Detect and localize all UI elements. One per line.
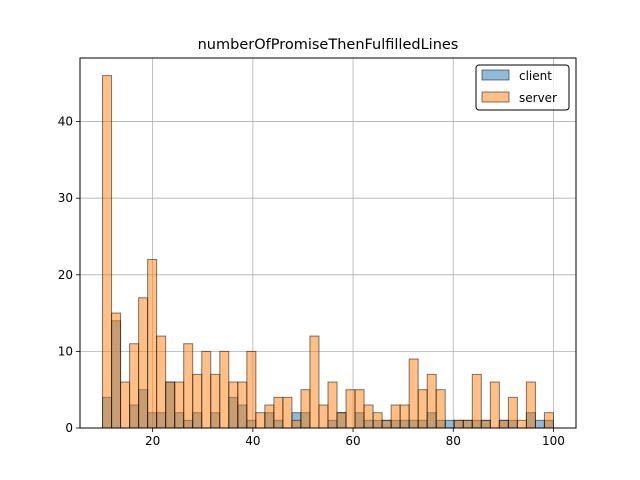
bar-server	[183, 343, 194, 429]
bar-server	[408, 358, 419, 429]
bar-server	[453, 419, 464, 429]
x-tick-label: 20	[145, 434, 160, 448]
x-tick-label: 100	[542, 434, 565, 448]
bar-server	[363, 404, 374, 429]
bar-server	[480, 419, 491, 429]
y-tick-label: 20	[58, 268, 73, 282]
bar-server	[525, 381, 536, 429]
bar-server	[516, 419, 527, 429]
legend-swatch-server	[481, 91, 510, 103]
bar-server	[354, 389, 365, 429]
bar-server	[111, 312, 122, 429]
bar-server	[282, 396, 293, 429]
bar-server	[291, 419, 302, 429]
bar-server	[219, 350, 230, 429]
bar-server	[390, 404, 401, 429]
bar-server	[489, 381, 500, 429]
bar-server	[264, 404, 275, 429]
y-tick-label: 40	[58, 115, 73, 129]
y-tick-label: 10	[58, 344, 73, 358]
legend-swatch-client	[481, 69, 510, 81]
x-tick-label: 60	[345, 434, 360, 448]
plot-frame	[79, 57, 577, 429]
bar-server	[336, 412, 347, 429]
bar-server	[345, 389, 356, 429]
bar-server	[507, 396, 518, 429]
x-tick-label: 40	[245, 434, 260, 448]
y-axis: 0 10 20 30 40	[58, 115, 80, 435]
bar-server	[210, 373, 221, 429]
bar-server	[138, 297, 149, 429]
legend: client server	[475, 64, 570, 111]
bar-server	[228, 381, 239, 429]
x-tick-label: 80	[446, 434, 461, 448]
bar-server	[381, 419, 392, 429]
bar-server	[372, 412, 383, 429]
bar-server	[318, 404, 329, 429]
bar-server	[237, 381, 248, 429]
bar-server	[273, 396, 284, 429]
bar-server	[471, 373, 482, 429]
bar-server	[174, 381, 185, 429]
bar-server	[147, 258, 158, 429]
y-tick-label: 0	[65, 421, 73, 435]
bar-server	[192, 373, 203, 429]
bar-server	[543, 412, 554, 429]
legend-label-server: server	[519, 91, 557, 105]
x-axis: 20 40 60 80 100	[145, 428, 565, 448]
bar-server	[435, 389, 446, 429]
legend-label-client: client	[519, 69, 552, 83]
bar-server	[102, 75, 113, 429]
bar-server	[327, 381, 338, 429]
bar-server	[399, 404, 410, 429]
bar-server	[246, 350, 257, 429]
bar-server	[300, 389, 311, 429]
bar-server	[120, 381, 131, 429]
bar-server	[156, 335, 167, 429]
chart-title: numberOfPromiseThenFulfilledLines	[198, 37, 459, 53]
y-tick-label: 30	[58, 191, 73, 205]
bar-client	[534, 419, 545, 429]
bar-server	[201, 350, 212, 429]
bar-server	[498, 419, 509, 429]
bar-server	[417, 389, 428, 429]
bar-server	[165, 381, 176, 429]
bar-server	[309, 335, 320, 429]
bar-server	[255, 412, 266, 429]
bar-server	[426, 373, 437, 429]
bar-client	[444, 419, 455, 429]
bar-server	[129, 343, 140, 429]
bar-server	[462, 419, 473, 429]
